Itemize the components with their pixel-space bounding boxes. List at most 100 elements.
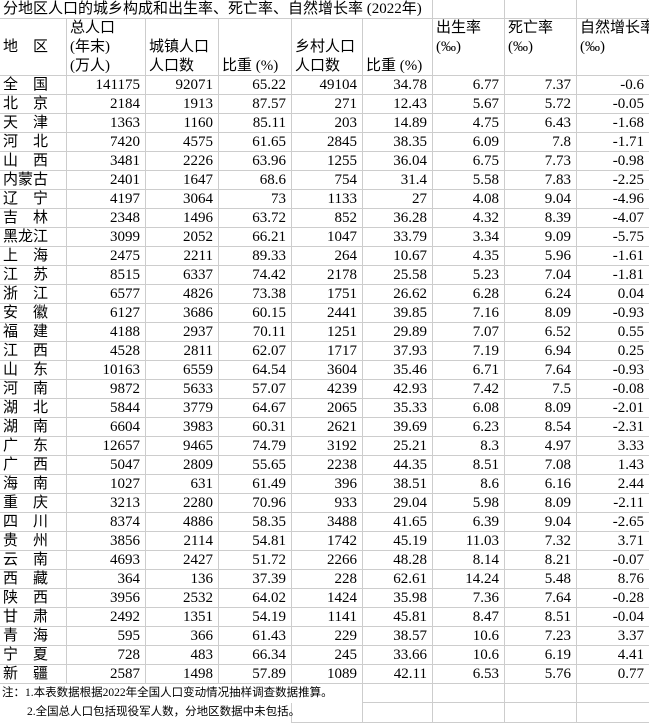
- cell-total-population[interactable]: 141175: [67, 76, 146, 95]
- cell-urban-population[interactable]: 4886: [146, 513, 219, 532]
- cell-urban-share[interactable]: 60.15: [219, 304, 292, 323]
- cell-urban-population[interactable]: 2809: [146, 456, 219, 475]
- cell-urban-share[interactable]: 85.11: [219, 114, 292, 133]
- cell-birth-rate[interactable]: 6.71: [433, 361, 505, 380]
- empty-cell[interactable]: [433, 684, 505, 703]
- col-header-natural-growth-rate[interactable]: 自然增长率 (‰): [577, 19, 649, 76]
- cell-urban-population[interactable]: 2052: [146, 228, 219, 247]
- cell-urban-population[interactable]: 1498: [146, 665, 219, 684]
- cell-urban-share[interactable]: 58.35: [219, 513, 292, 532]
- cell-region[interactable]: 吉 林: [0, 209, 67, 228]
- cell-rural-population[interactable]: 229: [292, 627, 363, 646]
- cell-natural-growth-rate[interactable]: -2.01: [577, 399, 649, 418]
- cell-region[interactable]: 安 徽: [0, 304, 67, 323]
- cell-rural-share[interactable]: 29.04: [363, 494, 433, 513]
- cell-rural-population[interactable]: 245: [292, 646, 363, 665]
- cell-urban-population[interactable]: 2427: [146, 551, 219, 570]
- cell-rural-population[interactable]: 754: [292, 171, 363, 190]
- cell-natural-growth-rate[interactable]: 4.41: [577, 646, 649, 665]
- note-2-cell[interactable]: 2.全国总人口包括现役军人数，分地区数据中未包括。: [0, 703, 300, 723]
- cell-region[interactable]: 广 西: [0, 456, 67, 475]
- cell-urban-population[interactable]: 3686: [146, 304, 219, 323]
- cell-urban-share[interactable]: 68.6: [219, 171, 292, 190]
- cell-death-rate[interactable]: 6.24: [505, 285, 577, 304]
- cell-rural-share[interactable]: 10.67: [363, 247, 433, 266]
- col-header-rural-share[interactable]: 比重 (%): [363, 19, 433, 76]
- empty-cell[interactable]: [505, 703, 577, 723]
- cell-total-population[interactable]: 7420: [67, 133, 146, 152]
- cell-total-population[interactable]: 3099: [67, 228, 146, 247]
- cell-urban-population[interactable]: 3064: [146, 190, 219, 209]
- empty-cell[interactable]: [292, 703, 363, 723]
- cell-total-population[interactable]: 5047: [67, 456, 146, 475]
- cell-birth-rate[interactable]: 6.75: [433, 152, 505, 171]
- cell-urban-population[interactable]: 483: [146, 646, 219, 665]
- empty-cell[interactable]: [433, 0, 505, 19]
- cell-natural-growth-rate[interactable]: 8.76: [577, 570, 649, 589]
- cell-rural-share[interactable]: 25.58: [363, 266, 433, 285]
- cell-urban-share[interactable]: 61.43: [219, 627, 292, 646]
- cell-region[interactable]: 河 北: [0, 133, 67, 152]
- cell-death-rate[interactable]: 8.39: [505, 209, 577, 228]
- cell-death-rate[interactable]: 8.09: [505, 494, 577, 513]
- cell-rural-share[interactable]: 33.66: [363, 646, 433, 665]
- cell-total-population[interactable]: 2348: [67, 209, 146, 228]
- cell-urban-population[interactable]: 4575: [146, 133, 219, 152]
- cell-death-rate[interactable]: 6.16: [505, 475, 577, 494]
- cell-rural-share[interactable]: 38.57: [363, 627, 433, 646]
- cell-region[interactable]: 江 苏: [0, 266, 67, 285]
- cell-total-population[interactable]: 3481: [67, 152, 146, 171]
- cell-birth-rate[interactable]: 6.09: [433, 133, 505, 152]
- cell-urban-share[interactable]: 64.67: [219, 399, 292, 418]
- cell-natural-growth-rate[interactable]: -0.28: [577, 589, 649, 608]
- cell-natural-growth-rate[interactable]: 1.43: [577, 456, 649, 475]
- cell-birth-rate[interactable]: 8.47: [433, 608, 505, 627]
- cell-urban-share[interactable]: 37.39: [219, 570, 292, 589]
- cell-urban-share[interactable]: 54.19: [219, 608, 292, 627]
- cell-natural-growth-rate[interactable]: -0.04: [577, 608, 649, 627]
- cell-region[interactable]: 全 国: [0, 76, 67, 95]
- cell-rural-population[interactable]: 1742: [292, 532, 363, 551]
- cell-death-rate[interactable]: 7.04: [505, 266, 577, 285]
- cell-rural-share[interactable]: 35.98: [363, 589, 433, 608]
- cell-natural-growth-rate[interactable]: 0.77: [577, 665, 649, 684]
- cell-natural-growth-rate[interactable]: -0.05: [577, 95, 649, 114]
- empty-cell[interactable]: [505, 684, 577, 703]
- cell-rural-share[interactable]: 42.11: [363, 665, 433, 684]
- cell-urban-population[interactable]: 2211: [146, 247, 219, 266]
- cell-rural-population[interactable]: 1133: [292, 190, 363, 209]
- cell-natural-growth-rate[interactable]: -1.71: [577, 133, 649, 152]
- cell-birth-rate[interactable]: 6.28: [433, 285, 505, 304]
- cell-total-population[interactable]: 3856: [67, 532, 146, 551]
- cell-death-rate[interactable]: 5.48: [505, 570, 577, 589]
- cell-rural-population[interactable]: 2845: [292, 133, 363, 152]
- cell-rural-share[interactable]: 45.81: [363, 608, 433, 627]
- cell-rural-share[interactable]: 33.79: [363, 228, 433, 247]
- cell-urban-population[interactable]: 6337: [146, 266, 219, 285]
- cell-rural-population[interactable]: 2178: [292, 266, 363, 285]
- cell-natural-growth-rate[interactable]: -0.08: [577, 380, 649, 399]
- cell-rural-population[interactable]: 2065: [292, 399, 363, 418]
- cell-urban-share[interactable]: 55.65: [219, 456, 292, 475]
- cell-rural-share[interactable]: 12.43: [363, 95, 433, 114]
- cell-urban-share[interactable]: 70.96: [219, 494, 292, 513]
- cell-total-population[interactable]: 2475: [67, 247, 146, 266]
- cell-total-population[interactable]: 4188: [67, 323, 146, 342]
- cell-natural-growth-rate[interactable]: 3.71: [577, 532, 649, 551]
- cell-urban-population[interactable]: 2532: [146, 589, 219, 608]
- cell-urban-population[interactable]: 4826: [146, 285, 219, 304]
- cell-birth-rate[interactable]: 6.23: [433, 418, 505, 437]
- cell-urban-population[interactable]: 631: [146, 475, 219, 494]
- cell-rural-share[interactable]: 14.89: [363, 114, 433, 133]
- cell-rural-share[interactable]: 39.69: [363, 418, 433, 437]
- cell-total-population[interactable]: 728: [67, 646, 146, 665]
- cell-birth-rate[interactable]: 6.39: [433, 513, 505, 532]
- cell-birth-rate[interactable]: 8.6: [433, 475, 505, 494]
- cell-total-population[interactable]: 1027: [67, 475, 146, 494]
- cell-natural-growth-rate[interactable]: -0.93: [577, 361, 649, 380]
- cell-birth-rate[interactable]: 7.16: [433, 304, 505, 323]
- cell-death-rate[interactable]: 6.52: [505, 323, 577, 342]
- cell-death-rate[interactable]: 6.94: [505, 342, 577, 361]
- cell-rural-share[interactable]: 36.28: [363, 209, 433, 228]
- cell-urban-share[interactable]: 65.22: [219, 76, 292, 95]
